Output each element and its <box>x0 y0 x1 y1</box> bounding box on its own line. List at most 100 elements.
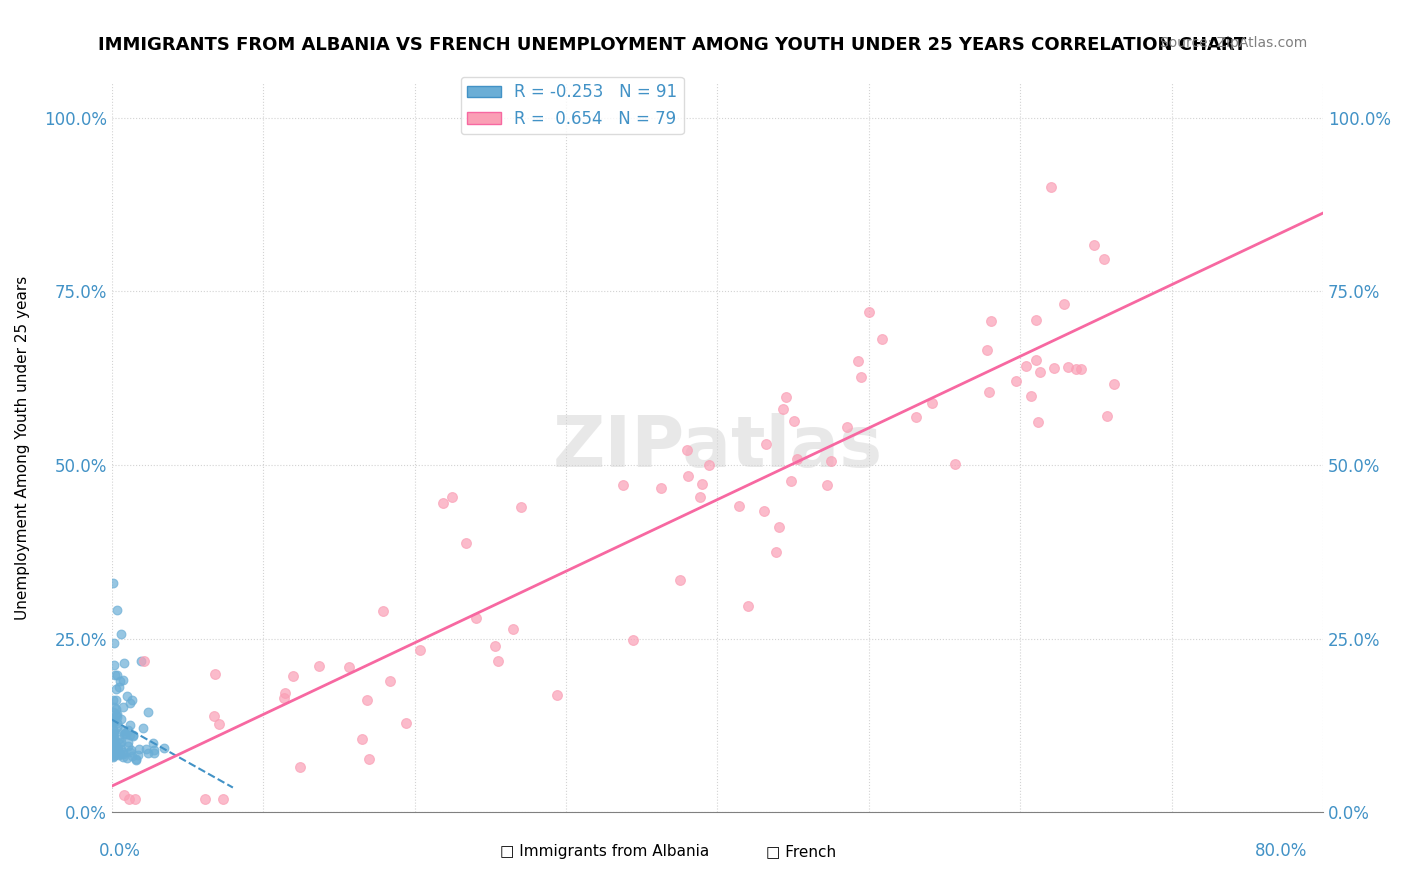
Point <box>273 686 295 700</box>
Point <box>290 759 312 773</box>
Point <box>690 477 713 491</box>
Point <box>110 742 132 756</box>
Point <box>121 693 143 707</box>
Point <box>110 627 132 641</box>
Text: Source: ZipAtlas.com: Source: ZipAtlas.com <box>1160 36 1308 50</box>
Point <box>105 701 128 715</box>
Point <box>783 414 806 428</box>
Point <box>697 458 720 472</box>
Point <box>675 443 697 458</box>
Point <box>105 741 128 756</box>
Point <box>281 669 304 683</box>
Text: □ French: □ French <box>766 845 837 859</box>
Point <box>980 314 1002 328</box>
Point <box>103 743 125 757</box>
Point <box>689 490 711 504</box>
Point <box>104 739 127 753</box>
Point <box>273 691 295 706</box>
Point <box>846 353 869 368</box>
Point <box>754 504 776 518</box>
Point <box>103 636 125 650</box>
Point <box>101 746 124 760</box>
Point <box>110 713 132 727</box>
Point <box>858 305 880 319</box>
Point <box>115 751 138 765</box>
Point <box>204 667 226 681</box>
Point <box>112 726 135 740</box>
Point <box>976 343 998 357</box>
Point <box>114 789 136 803</box>
Point <box>135 742 157 756</box>
Point <box>104 693 127 707</box>
Point <box>101 723 124 738</box>
Point <box>120 743 142 757</box>
Point <box>621 633 644 648</box>
Point <box>104 740 127 755</box>
Point <box>105 667 128 681</box>
Text: □ Immigrants from Albania: □ Immigrants from Albania <box>501 845 709 859</box>
Point <box>103 731 125 746</box>
Point <box>465 611 488 625</box>
Point <box>111 747 134 762</box>
Point <box>142 736 165 750</box>
Point <box>851 370 873 384</box>
Point <box>820 454 842 468</box>
Point <box>1043 360 1066 375</box>
Point <box>350 732 373 747</box>
Point <box>103 726 125 740</box>
Point <box>194 791 217 805</box>
Text: IMMIGRANTS FROM ALBANIA VS FRENCH UNEMPLOYMENT AMONG YOUTH UNDER 25 YEARS CORREL: IMMIGRANTS FROM ALBANIA VS FRENCH UNEMPL… <box>98 36 1247 54</box>
Point <box>1102 376 1125 391</box>
Point <box>101 736 124 750</box>
Point <box>103 741 125 756</box>
Point <box>765 545 787 559</box>
Point <box>117 735 139 749</box>
Point <box>1064 361 1087 376</box>
Point <box>1005 374 1028 388</box>
Point <box>117 739 139 753</box>
Point <box>111 724 134 739</box>
Point <box>103 746 125 760</box>
Point <box>1039 180 1062 194</box>
Point <box>121 749 143 764</box>
Point <box>112 745 135 759</box>
Point <box>103 711 125 725</box>
Point <box>101 739 124 753</box>
Point <box>105 720 128 734</box>
Point <box>110 673 132 688</box>
Point <box>143 746 166 760</box>
Point <box>1028 365 1050 379</box>
Point <box>103 737 125 751</box>
Point <box>943 457 966 471</box>
Point <box>728 500 751 514</box>
Point <box>104 667 127 681</box>
Point <box>103 700 125 714</box>
Point <box>153 741 176 756</box>
Point <box>1025 312 1047 326</box>
Point <box>432 496 454 510</box>
Point <box>101 714 124 728</box>
Text: 0.0%: 0.0% <box>98 842 141 860</box>
Point <box>107 747 129 762</box>
Point <box>371 604 394 618</box>
Point <box>669 573 692 587</box>
Y-axis label: Unemployment Among Youth under 25 years: Unemployment Among Youth under 25 years <box>15 276 30 620</box>
Point <box>440 490 463 504</box>
Point <box>101 749 124 764</box>
Point <box>105 603 128 617</box>
Point <box>395 716 418 731</box>
Point <box>308 659 330 673</box>
Point <box>118 729 141 743</box>
Point <box>105 715 128 730</box>
Point <box>117 723 139 738</box>
Point <box>108 680 131 694</box>
Point <box>103 657 125 672</box>
Point <box>337 660 360 674</box>
Point <box>101 692 124 706</box>
Point <box>1053 296 1076 310</box>
Point <box>125 752 148 766</box>
Point <box>104 737 127 751</box>
Point <box>114 727 136 741</box>
Point <box>112 656 135 670</box>
Point <box>105 708 128 723</box>
